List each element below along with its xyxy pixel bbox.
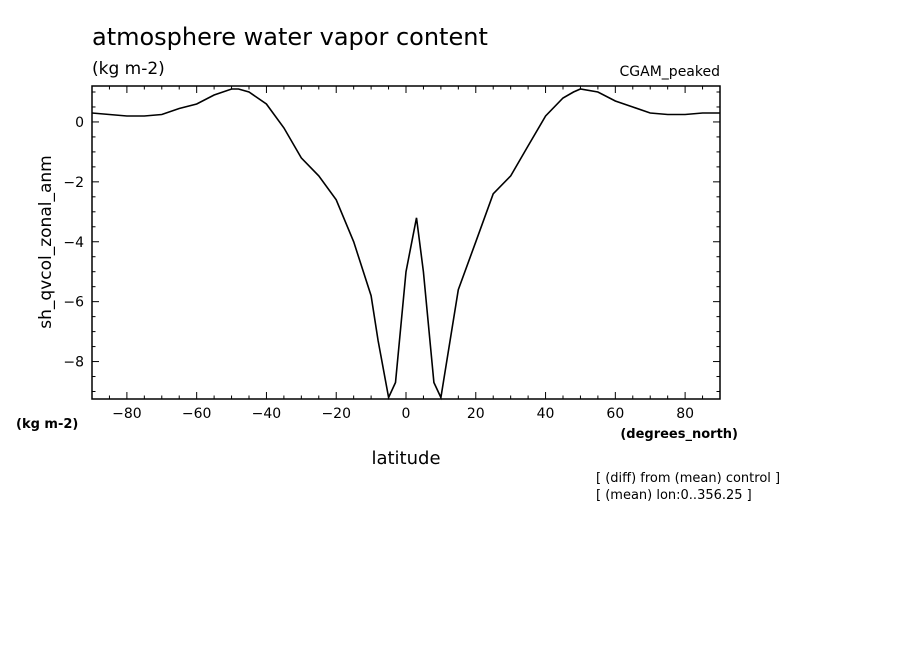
x-tick-label: −60 — [182, 406, 212, 422]
y-axis-label: sh_qvcol_zonal_anm — [36, 155, 56, 328]
x-tick-label: 0 — [402, 406, 411, 422]
x-tick-label: 40 — [537, 406, 555, 422]
y-axis-tick-labels: 0 −2 −4 −6 −8 — [63, 115, 84, 371]
x-axis-units: (degrees_north) — [620, 427, 738, 442]
title-units: (kg m-2) — [92, 59, 165, 79]
y-tick-label: −6 — [63, 295, 84, 311]
chart-title: atmosphere water vapor content — [92, 23, 488, 51]
x-tick-label: −40 — [252, 406, 282, 422]
x-tick-label: 80 — [676, 406, 694, 422]
series-line — [91, 88, 720, 401]
x-tick-label: 20 — [467, 406, 485, 422]
x-tick-label: 60 — [606, 406, 624, 422]
y-axis-units: (kg m-2) — [16, 417, 78, 432]
y-tick-label: −8 — [63, 355, 84, 371]
x-axis-label: latitude — [371, 448, 440, 469]
y-tick-label: 0 — [75, 115, 84, 131]
y-tick-label: −4 — [63, 235, 84, 251]
y-axis-ticks — [92, 91, 720, 393]
note-mean: [ (mean) lon:0..356.25 ] — [596, 488, 752, 503]
x-tick-label: −80 — [112, 406, 142, 422]
dataset-label: CGAM_peaked — [620, 64, 720, 80]
x-axis-tick-labels: −80 −60 −40 −20 0 20 40 60 80 — [112, 406, 694, 422]
x-axis-ticks — [91, 86, 721, 399]
plot-frame — [91, 85, 721, 400]
y-tick-label: −2 — [63, 175, 84, 191]
x-tick-label: −20 — [321, 406, 351, 422]
note-diff: [ (diff) from (mean) control ] — [596, 471, 780, 486]
